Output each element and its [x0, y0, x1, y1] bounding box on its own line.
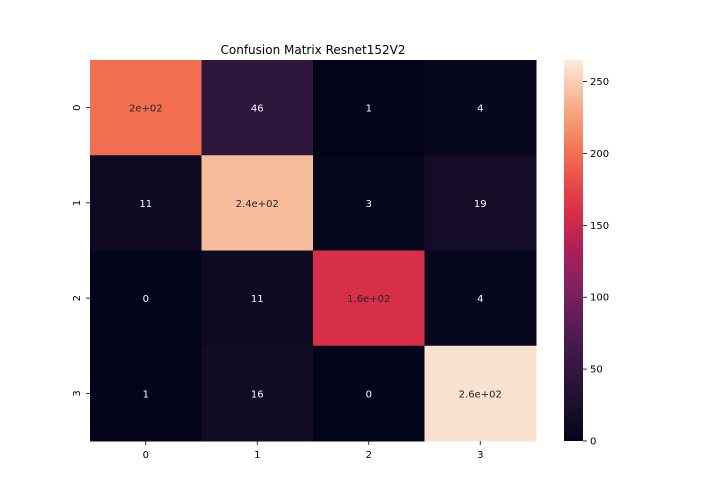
chart-title: Confusion Matrix Resnet152V2 [221, 43, 406, 57]
heatmap-cell [201, 155, 314, 251]
heatmap-cell [313, 155, 425, 251]
heatmap-cell [313, 60, 425, 156]
x-tick-label: 2 [366, 450, 372, 461]
y-tick-label: 3 [72, 390, 83, 396]
heatmap-cell [90, 250, 202, 347]
heatmap-cell [90, 155, 202, 251]
colorbar-tick-label: 200 [590, 149, 609, 160]
colorbar-tick-label: 250 [590, 77, 609, 88]
colorbar-tick-label: 50 [590, 365, 603, 376]
cell-annotation: 4 [477, 294, 483, 305]
heatmap-annotations: 2e+02 46 1 4 11 2.4e+02 3 19 0 11 1.6e+02 4 1 16 0 2.6e… [129, 104, 502, 401]
y-axis: 0 1 2 3 [72, 104, 90, 397]
heatmap-cell [90, 60, 202, 156]
colorbar-tick-label: 150 [590, 221, 609, 232]
cell-annotation: 4 [477, 104, 483, 115]
y-tick-label: 2 [72, 295, 83, 301]
heatmap-cell [424, 60, 537, 156]
cell-annotation: 1.6e+02 [347, 294, 390, 305]
y-tick-label: 1 [72, 200, 83, 206]
cell-annotation: 16 [251, 389, 264, 400]
cell-annotation: 2.6e+02 [459, 389, 502, 400]
heatmap-cell [424, 155, 537, 251]
x-tick-label: 0 [143, 450, 149, 461]
heatmap-cell [424, 345, 537, 442]
colorbar-gradient [564, 60, 583, 441]
cell-annotation: 46 [251, 104, 264, 115]
cell-annotation: 19 [474, 199, 487, 210]
x-tick-label: 3 [477, 450, 483, 461]
heatmap-cell [90, 345, 202, 442]
x-tick-label: 1 [254, 450, 260, 461]
heatmap-cell [313, 345, 425, 442]
heatmap-cell [201, 345, 314, 442]
cell-annotation: 0 [366, 389, 372, 400]
heatmap-cell [201, 60, 314, 156]
cell-annotation: 1 [143, 389, 149, 400]
cell-annotation: 0 [143, 294, 149, 305]
cell-annotation: 1 [366, 104, 372, 115]
cell-annotation: 11 [139, 199, 152, 210]
heatmap-cell [424, 250, 537, 347]
heatmap-cells [90, 60, 537, 442]
cell-annotation: 11 [251, 294, 264, 305]
cell-annotation: 3 [366, 199, 372, 210]
cell-annotation: 2e+02 [129, 104, 163, 115]
heatmap-cell [201, 250, 314, 347]
y-tick-label: 0 [72, 104, 83, 110]
colorbar-tick-label: 100 [590, 293, 609, 304]
colorbar-tick-label: 0 [590, 437, 596, 448]
x-axis: 0 1 2 3 [143, 441, 483, 461]
heatmap-cell [313, 250, 425, 347]
colorbar: 0 50 100 150 200 250 [564, 60, 609, 448]
cell-annotation: 2.4e+02 [236, 199, 279, 210]
